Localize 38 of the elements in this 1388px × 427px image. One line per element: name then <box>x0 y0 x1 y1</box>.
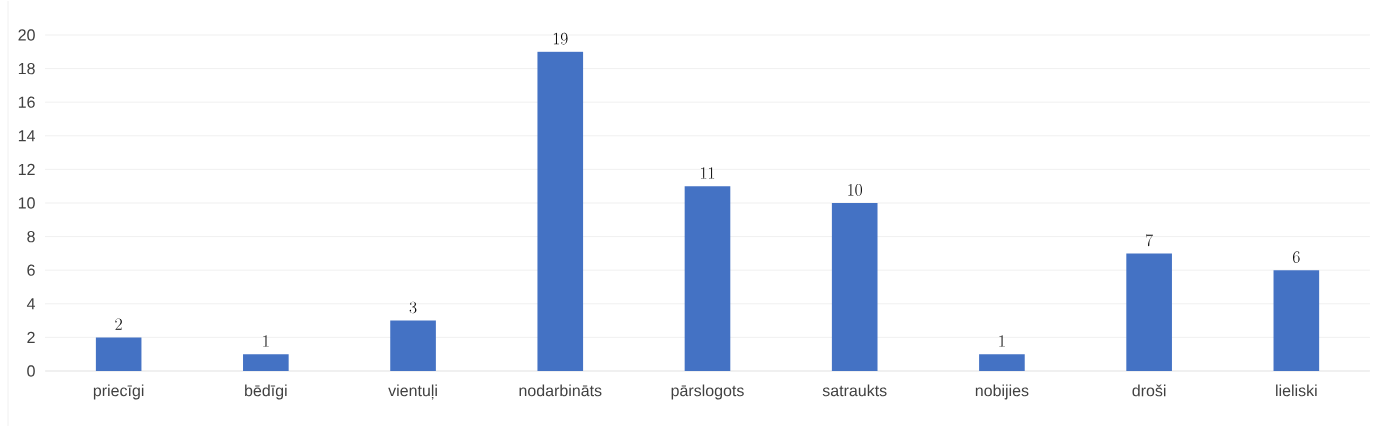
bar <box>95 337 142 371</box>
data-label: 1 <box>999 335 1005 347</box>
bar <box>243 354 289 371</box>
bar <box>1273 270 1320 371</box>
y-tick-label: 4 <box>26 298 36 310</box>
data-label: 6 <box>1293 251 1300 263</box>
data-label: 10 <box>848 184 862 196</box>
bar <box>537 51 584 371</box>
y-tick-label: 6 <box>27 264 35 276</box>
y-tick-label: 10 <box>18 197 35 209</box>
y-tick-label: 0 <box>27 365 35 377</box>
y-tick-label: 12 <box>18 163 35 175</box>
x-tick-label: nodarbināts <box>519 384 602 397</box>
x-tick-label: lieliski <box>1276 384 1317 397</box>
bar <box>831 202 878 371</box>
x-tick-label: satraukts <box>822 384 887 397</box>
x-tick-label: droši <box>1132 384 1166 397</box>
x-tick-label: vientuļi <box>388 384 437 400</box>
y-tick-label: 2 <box>27 331 35 343</box>
y-tick-label: 18 <box>18 62 35 75</box>
y-tick-label: 20 <box>18 29 35 41</box>
x-tick-label: bēdīgi <box>245 384 287 400</box>
x-tick-label: nobijies <box>975 384 1029 400</box>
bar <box>684 186 731 371</box>
bar <box>979 354 1025 371</box>
data-label: 7 <box>1145 234 1153 247</box>
data-label: 3 <box>409 301 417 314</box>
y-tick-label: 8 <box>27 230 35 243</box>
x-tick-label: pārslogots <box>671 384 744 400</box>
data-label: 2 <box>115 318 122 330</box>
bar <box>390 320 436 371</box>
y-tick-label: 16 <box>18 96 35 108</box>
data-label: 1 <box>263 335 269 347</box>
data-label: 11 <box>701 167 715 179</box>
data-label: 19 <box>553 32 568 45</box>
bar <box>1126 253 1172 371</box>
y-tick-label: 14 <box>18 130 36 142</box>
x-tick-label: priecīgi <box>93 384 144 400</box>
